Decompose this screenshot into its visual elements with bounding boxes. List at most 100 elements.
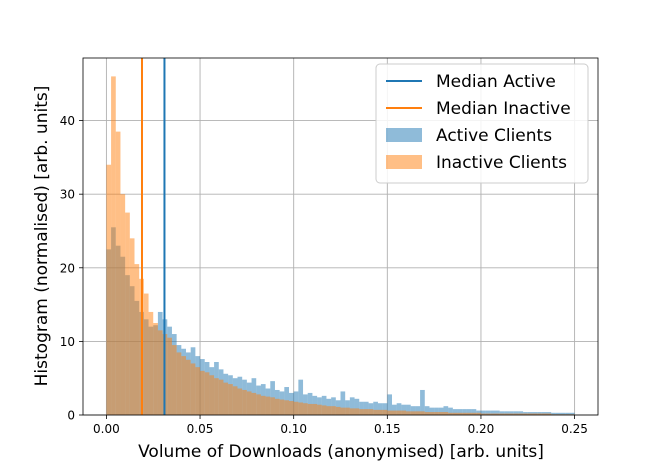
active-clients-bar	[490, 410, 495, 415]
active-clients-bar	[462, 409, 467, 415]
inactive-clients-bar	[293, 401, 299, 415]
inactive-clients-bar	[452, 412, 458, 415]
legend-patch-swatch	[386, 128, 422, 142]
inactive-clients-bar	[232, 386, 238, 415]
inactive-clients-bar	[242, 389, 247, 415]
active-clients-bar	[401, 404, 407, 415]
inactive-clients-bar	[289, 401, 294, 415]
legend-label: Median Inactive	[436, 99, 571, 119]
inactive-clients-bar	[176, 352, 182, 415]
inactive-clients-bar	[270, 397, 275, 415]
inactive-clients-bar	[513, 413, 519, 415]
y-tick-label: 40	[60, 114, 75, 128]
inactive-clients-bar	[148, 311, 154, 415]
inactive-clients-bar	[303, 403, 308, 415]
inactive-clients-bar	[143, 293, 149, 415]
y-axis-ticks: 0 10 20 30 40	[60, 114, 83, 423]
inactive-clients-bar	[129, 238, 135, 415]
active-clients-bar	[415, 406, 421, 415]
inactive-clients-bar	[274, 398, 280, 415]
legend: Median Active Median Inactive Active Clien…	[375, 63, 589, 184]
inactive-clients-bar	[204, 372, 210, 415]
inactive-clients-bar	[214, 378, 219, 415]
x-tick-label: 0.15	[374, 422, 401, 436]
y-tick-label: 30	[60, 188, 75, 202]
active-clients-bar	[499, 411, 505, 415]
x-tick-label: 0.25	[561, 422, 588, 436]
active-clients-bar	[448, 407, 453, 415]
inactive-clients-bar	[377, 409, 383, 415]
inactive-clients-bar	[490, 413, 495, 415]
inactive-clients-bar	[396, 410, 402, 415]
inactive-clients-bar	[326, 406, 332, 415]
active-clients-bar	[373, 401, 378, 415]
active-clients-bar	[410, 406, 416, 415]
x-tick-label: 0.00	[93, 422, 120, 436]
active-clients-bar	[518, 411, 524, 415]
inactive-clients-bar	[307, 403, 313, 415]
inactive-clients-bar	[340, 407, 346, 415]
inactive-clients-bar	[424, 412, 430, 415]
median-lines	[140, 58, 166, 415]
inactive-clients-bar	[541, 413, 547, 415]
inactive-clients-bar	[471, 412, 477, 415]
active-clients-bar	[396, 403, 402, 415]
inactive-clients-bar	[406, 411, 411, 415]
inactive-clients-bar	[387, 410, 392, 415]
inactive-clients-bars	[106, 76, 575, 415]
inactive-clients-bar	[485, 413, 491, 415]
active-clients-bar	[480, 410, 486, 415]
active-clients-bar	[513, 411, 519, 415]
inactive-clients-bar	[237, 388, 243, 415]
legend-label: Inactive Clients	[436, 153, 567, 173]
inactive-clients-bar	[111, 76, 116, 415]
inactive-clients-bar	[546, 413, 552, 415]
active-clients-bar	[424, 406, 430, 415]
inactive-clients-bar	[415, 411, 421, 415]
inactive-clients-bar	[331, 406, 336, 415]
inactive-clients-bar	[448, 412, 453, 415]
inactive-clients-bar	[106, 164, 112, 415]
inactive-clients-bar	[532, 413, 538, 415]
active-clients-bar	[392, 404, 397, 415]
inactive-clients-bar	[434, 412, 439, 415]
y-tick-label: 20	[60, 261, 75, 275]
inactive-clients-bar	[359, 409, 364, 415]
inactive-clients-bar	[157, 330, 163, 415]
inactive-clients-bar	[167, 337, 172, 415]
inactive-clients-bar	[284, 400, 289, 415]
active-clients-bar	[434, 407, 439, 415]
active-clients-bar	[349, 397, 355, 415]
inactive-clients-bar	[523, 413, 528, 415]
inactive-clients-bar	[181, 356, 186, 415]
inactive-clients-bar	[466, 412, 472, 415]
inactive-clients-bar	[495, 413, 500, 415]
inactive-clients-bar	[368, 409, 374, 415]
axes-frame	[82, 57, 599, 416]
active-clients-bar	[331, 397, 336, 415]
x-tick-label: 0.05	[187, 422, 214, 436]
inactive-clients-bar	[251, 392, 257, 415]
inactive-clients-bar	[392, 410, 397, 415]
inactive-clients-bar	[209, 375, 215, 415]
active-clients-bar	[551, 412, 556, 415]
x-axis-ticks: 0.00 0.05 0.10 0.15 0.20 0.25	[93, 415, 588, 436]
legend-label: Active Clients	[436, 126, 552, 146]
inactive-clients-bar	[476, 412, 481, 415]
active-clients-bar	[307, 392, 313, 415]
inactive-clients-bar	[345, 407, 350, 415]
active-clients-bar	[452, 409, 458, 415]
legend-patch-swatch	[386, 155, 422, 169]
inactive-clients-bar	[527, 413, 533, 415]
inactive-clients-bar	[480, 413, 486, 415]
active-clients-bar	[340, 391, 346, 415]
active-clients-bar	[406, 404, 411, 415]
inactive-clients-bar	[218, 379, 224, 415]
inactive-clients-bar	[223, 382, 229, 415]
inactive-clients-bar	[115, 131, 121, 415]
inactive-clients-bar	[354, 408, 360, 415]
inactive-clients-bar	[509, 413, 514, 415]
inactive-clients-bar	[537, 413, 542, 415]
y-tick-label: 0	[67, 409, 75, 423]
